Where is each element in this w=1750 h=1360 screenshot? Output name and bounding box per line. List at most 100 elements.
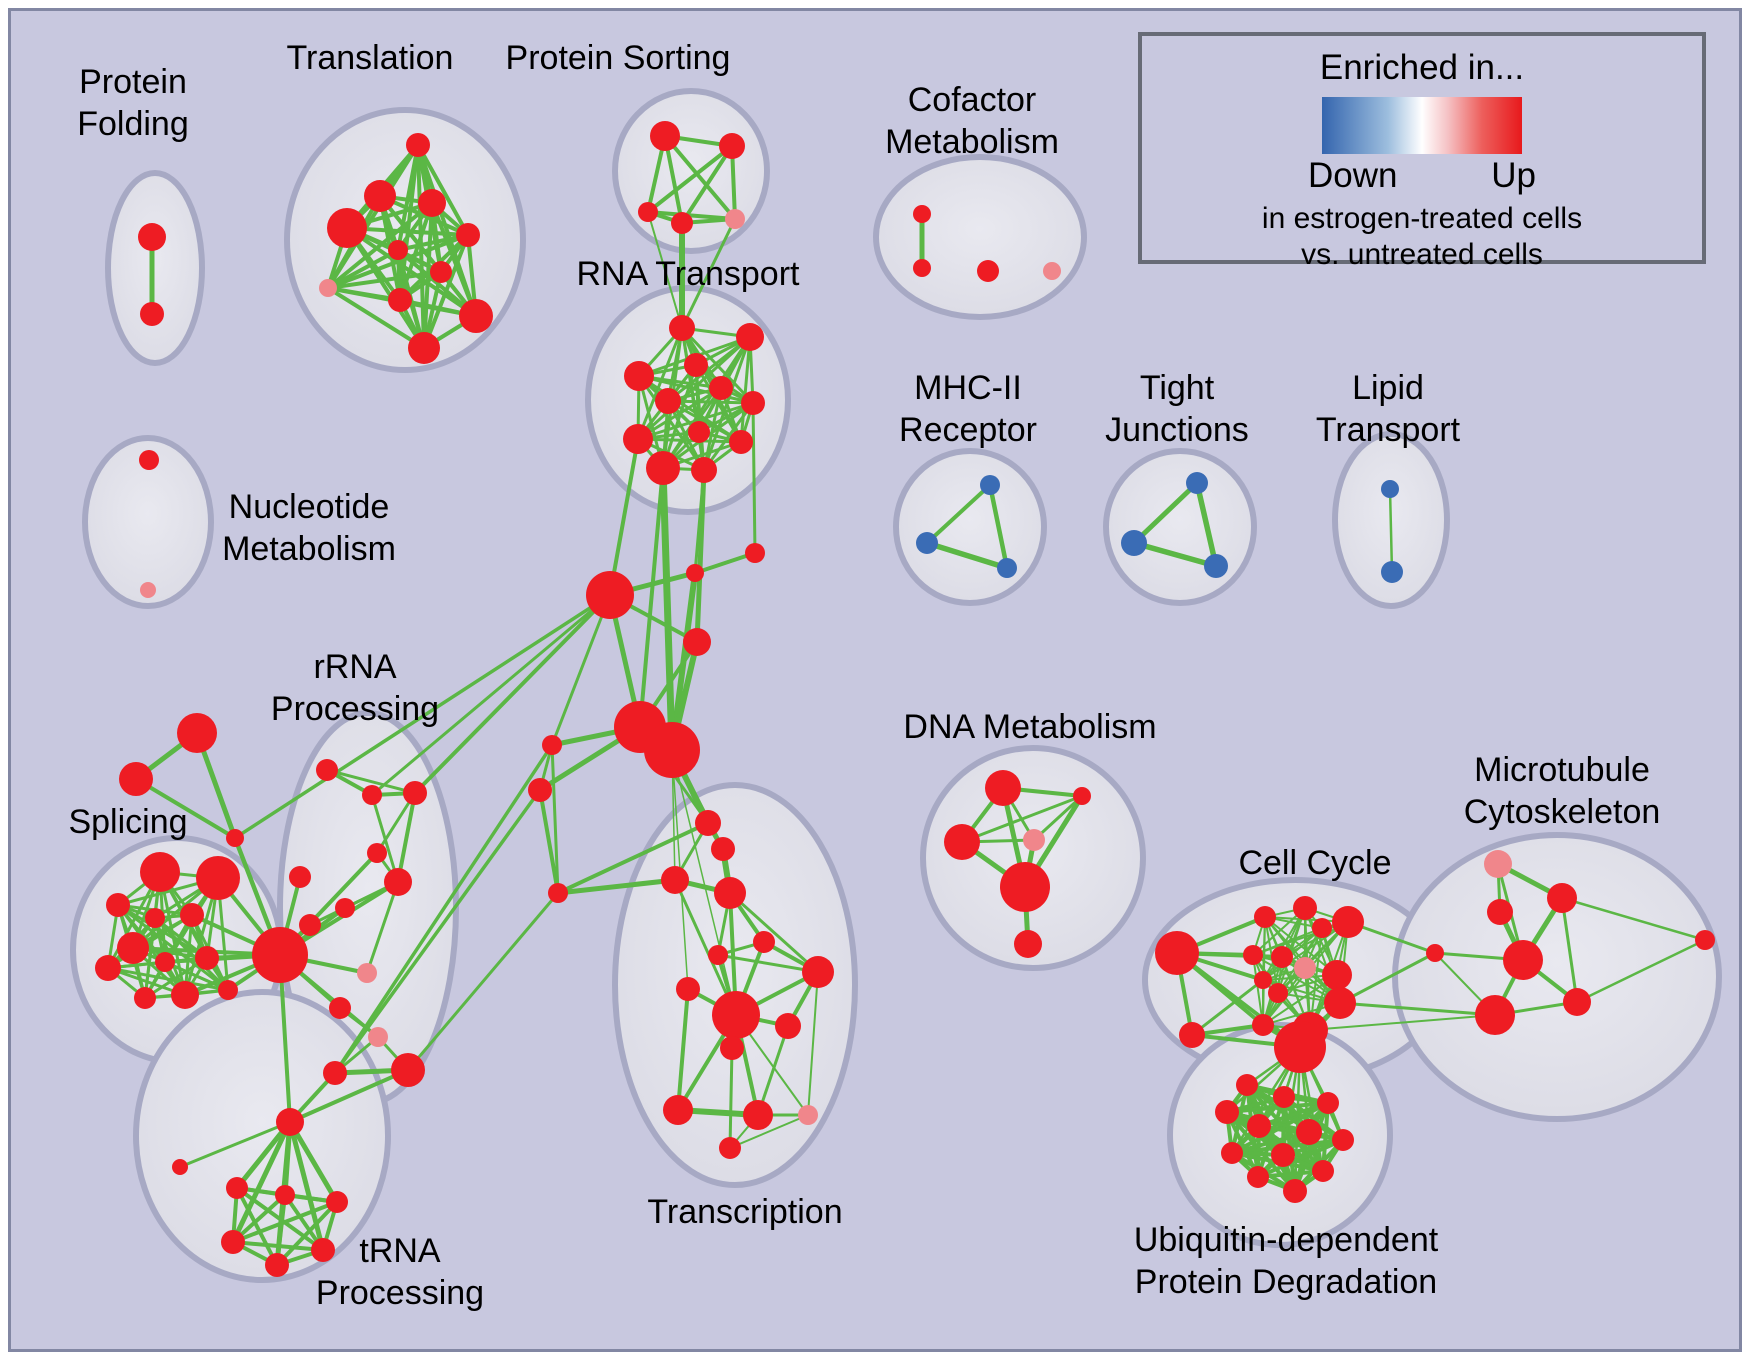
edge: [143, 956, 209, 1000]
edge: [1252, 921, 1349, 956]
node-R7: [655, 388, 681, 414]
node-RR12: [323, 1061, 347, 1085]
edge: [326, 248, 400, 290]
node-N2: [140, 582, 156, 598]
edge: [326, 270, 443, 290]
cluster-ellipse-mhc-ii-receptor: [893, 448, 1047, 606]
node-Sp10: [134, 987, 156, 1009]
edge: [556, 821, 710, 895]
cluster-ellipse-cofactor-metabolism: [873, 154, 1087, 320]
node-T1: [406, 133, 430, 157]
node-U5: [1247, 1114, 1271, 1138]
node-U9: [1271, 1143, 1295, 1167]
node-CC1: [586, 571, 634, 619]
edge: [636, 437, 743, 444]
node-RR9: [357, 963, 377, 983]
edge: [406, 891, 560, 1072]
node-CY13: [1252, 1014, 1274, 1036]
cluster-label-cell-cycle: Cell Cycle: [1238, 844, 1391, 882]
edge: [807, 971, 819, 1116]
edge: [739, 335, 752, 444]
cluster-label-rna-transport: RNA Transport: [577, 255, 801, 293]
edge: [1131, 480, 1200, 546]
node-D5: [1000, 862, 1050, 912]
edge: [647, 211, 683, 329]
edge: [396, 791, 417, 884]
legend-box: Enriched in... Down Up in estrogen-treat…: [1138, 32, 1706, 271]
edge: [430, 201, 478, 318]
node-TR3: [326, 1191, 348, 1213]
edge: [646, 144, 734, 214]
edge: [680, 217, 737, 330]
edge: [1388, 487, 1394, 574]
cluster-label-trna-processing: tRNA Processing: [316, 1232, 484, 1312]
node-TR1: [226, 1177, 248, 1199]
edge: [234, 1119, 293, 1191]
edge: [413, 593, 612, 795]
node-MT2: [1547, 883, 1577, 913]
node-MT1: [1484, 850, 1512, 878]
edge: [1575, 938, 1707, 1004]
legend-gradient-bar: [1322, 97, 1522, 154]
node-Tr14: [798, 1105, 818, 1125]
node-TL: [172, 1159, 188, 1175]
cluster-label-translation: Translation: [287, 39, 454, 77]
node-MT3: [1487, 899, 1513, 925]
node-T5: [456, 223, 480, 247]
node-CY6: [1243, 945, 1263, 965]
edge: [1338, 951, 1437, 1005]
node-CY1: [1179, 1022, 1205, 1048]
node-T2: [364, 180, 396, 212]
edge: [659, 464, 676, 754]
edge: [637, 374, 755, 405]
node-CC3: [745, 543, 765, 563]
cluster-ellipse-nucleotide-metabolism: [82, 435, 214, 609]
edge: [666, 399, 755, 405]
node-U7: [1332, 1129, 1354, 1151]
edge: [550, 743, 560, 895]
legend-subtitle-line1: in estrogen-treated cells: [1261, 202, 1583, 235]
edge: [325, 768, 417, 795]
cluster-ellipse-microtubule-cytoskeleton: [1392, 832, 1722, 1122]
node-RR8: [299, 914, 321, 936]
cluster-label-lipid-transport: Lipid Transport: [1316, 369, 1461, 449]
node-Tr5: [753, 931, 775, 953]
legend-down-label: Down: [1308, 156, 1398, 195]
edge: [231, 1200, 339, 1244]
node-PF1: [138, 223, 166, 251]
edge: [1560, 896, 1579, 1004]
edge: [671, 749, 737, 1016]
node-RR7: [335, 898, 355, 918]
node-RR6: [384, 868, 412, 896]
node-CY5: [1332, 906, 1364, 938]
node-M3: [997, 558, 1017, 578]
node-Tr7: [802, 956, 834, 988]
node-U8: [1221, 1142, 1243, 1164]
node-PF2: [140, 302, 164, 326]
node-Tr11: [720, 1036, 744, 1060]
node-CY9: [1322, 960, 1352, 990]
node-CC10: [548, 883, 568, 903]
edge: [728, 1046, 734, 1150]
edge: [673, 878, 738, 1017]
cluster-label-mhc-ii-receptor: MHC-II Receptor: [899, 369, 1037, 449]
node-Tr9: [712, 991, 760, 1039]
cluster-ellipse-tight-junctions: [1103, 448, 1257, 606]
edge: [666, 399, 743, 444]
node-CY11: [1268, 983, 1288, 1003]
node-RR2: [362, 785, 382, 805]
node-R1: [669, 315, 695, 341]
node-T8: [319, 279, 337, 297]
node-C3: [977, 260, 999, 282]
node-D3: [944, 824, 980, 860]
edge: [233, 593, 612, 840]
node-Tr1: [695, 810, 721, 836]
edge: [1252, 954, 1264, 1026]
node-CY12: [1324, 987, 1356, 1019]
node-MT5: [1426, 944, 1444, 962]
node-RR1: [316, 759, 338, 781]
node-Sp12: [218, 980, 238, 1000]
edge: [287, 1119, 340, 1205]
node-T10: [459, 299, 493, 333]
cluster-label-microtubule-cytoskeleton: Microtubule Cytoskeleton: [1464, 751, 1661, 831]
